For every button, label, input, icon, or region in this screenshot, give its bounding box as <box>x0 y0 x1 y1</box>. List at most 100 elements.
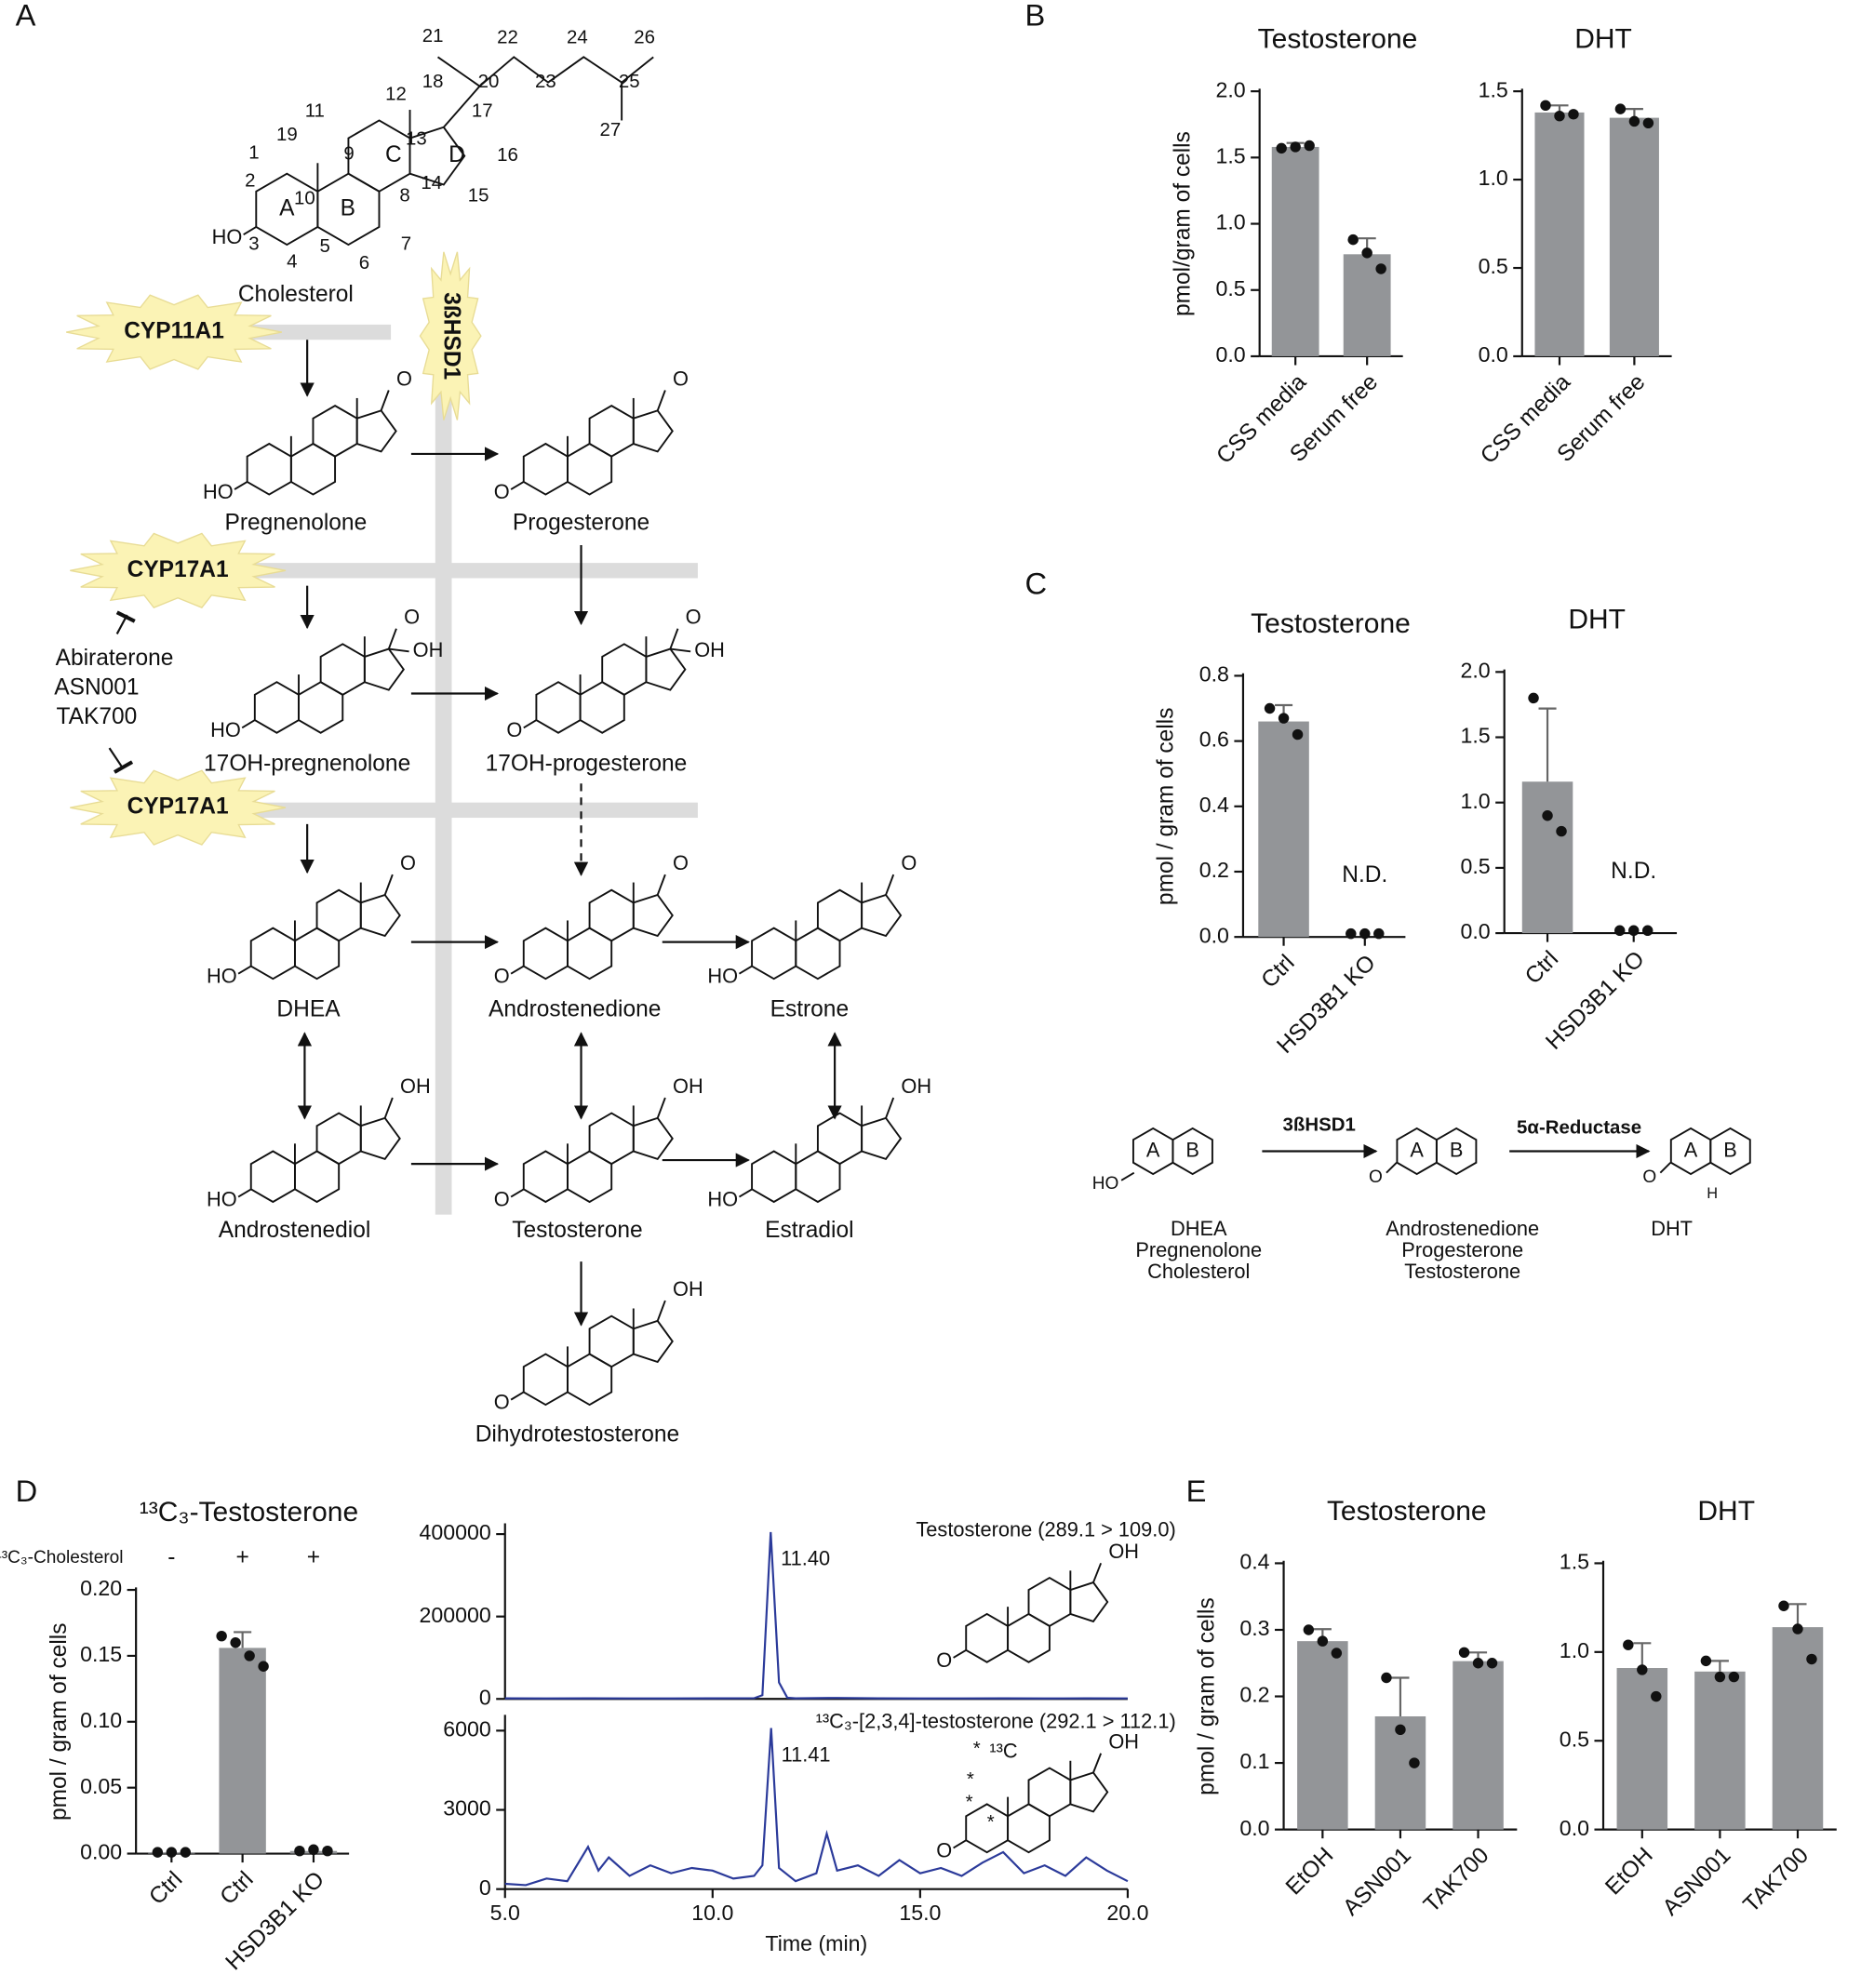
enzyme-bar <box>241 324 392 340</box>
compound-name: Testosterone <box>512 1218 642 1243</box>
y-tick-label: 0.0 <box>1199 923 1229 947</box>
data-point <box>1637 1664 1648 1675</box>
atom-label: O <box>506 718 522 741</box>
substrate: DHT <box>1651 1217 1693 1240</box>
data-point <box>1303 1624 1315 1635</box>
data-point <box>1290 141 1301 153</box>
ring <box>522 1150 569 1204</box>
atom-label: O <box>494 965 510 988</box>
atom-label: O <box>396 367 412 390</box>
atom-label: HO <box>212 225 243 248</box>
y-tick-label: 1.0 <box>1461 789 1491 813</box>
data-point <box>1542 810 1553 821</box>
bond <box>953 1648 967 1659</box>
isotope-label: ¹³C <box>989 1739 1017 1762</box>
atom-label: HO <box>207 1187 237 1210</box>
chart-title: DHT <box>1574 24 1632 55</box>
data-point <box>1292 728 1304 740</box>
ring-label: B <box>341 195 355 220</box>
carbon-number: 12 <box>385 84 407 105</box>
data-point <box>1395 1724 1406 1736</box>
atom-label: O <box>936 1648 952 1672</box>
atom-label: HO <box>707 965 738 988</box>
x-tick-label: Ctrl <box>1520 946 1563 989</box>
ring <box>1709 1127 1751 1176</box>
panel-label: A <box>16 0 36 33</box>
atom-label: O <box>901 851 917 874</box>
carbon-number: 19 <box>276 124 298 145</box>
bond <box>383 1097 394 1119</box>
bond <box>1092 1753 1103 1773</box>
y-tick-label: 0.5 <box>1479 254 1508 278</box>
atom-label: OH <box>1108 1540 1139 1563</box>
enzyme-label: CYP11A1 <box>124 319 224 344</box>
y-tick-label: 0.2 <box>1199 858 1229 882</box>
carbon-number: 24 <box>567 26 588 47</box>
carbon-number: 14 <box>421 172 442 193</box>
atom-label: O <box>404 606 420 629</box>
ring <box>816 888 864 942</box>
bond <box>241 719 256 729</box>
atom-label: HO <box>210 718 241 741</box>
ring <box>632 1116 674 1161</box>
x-axis-label: Time (min) <box>765 1931 867 1955</box>
data-point <box>1276 142 1287 154</box>
carbon-number: 18 <box>422 71 444 92</box>
ring <box>319 643 366 696</box>
data-point <box>322 1845 333 1857</box>
ring <box>293 1150 341 1204</box>
isotope-star: * <box>987 1811 995 1833</box>
ring-label: A <box>1146 1138 1160 1161</box>
carbon-number: 15 <box>468 185 489 207</box>
x-tick-label: 10.0 <box>691 1901 733 1925</box>
value-label: N.D. <box>1342 862 1387 887</box>
y-axis-label: pmol / gram of cells <box>1154 708 1179 906</box>
x-tick-label: 20.0 <box>1106 1901 1148 1925</box>
x-tick-label: ASN001 <box>1338 1843 1416 1921</box>
y-tick-label: 1.5 <box>1479 77 1508 101</box>
ring <box>588 1314 635 1368</box>
ring <box>588 405 635 458</box>
y-tick-label: 0.0 <box>1215 342 1245 367</box>
ring-label: C <box>385 142 402 167</box>
ring-label: A <box>1410 1138 1424 1161</box>
y-tick-label: 0.4 <box>1239 1550 1269 1574</box>
atom-label: O <box>494 1187 510 1210</box>
inhibition <box>108 747 124 768</box>
enzyme-label: CYP17A1 <box>127 557 229 582</box>
ring <box>408 126 466 186</box>
carbon-number: 6 <box>359 252 369 274</box>
data-point <box>1700 1655 1712 1667</box>
bar <box>219 1648 266 1854</box>
substrate: Testosterone <box>1404 1260 1520 1283</box>
data-point <box>1381 1672 1392 1684</box>
data-point <box>1627 925 1640 936</box>
atom-label: O <box>494 480 510 503</box>
bond <box>656 390 666 411</box>
x-tick-label: EtOH <box>1281 1843 1338 1900</box>
ring <box>359 893 401 938</box>
bond <box>387 628 397 649</box>
panel-label: D <box>16 1474 38 1508</box>
atom-label: HO <box>1092 1174 1119 1194</box>
data-point <box>1778 1600 1789 1611</box>
carbon-number: 11 <box>305 100 325 121</box>
enzyme-bar <box>241 802 698 819</box>
row-value: + <box>307 1544 320 1569</box>
atom-label: H <box>1707 1185 1718 1202</box>
ring <box>567 442 613 496</box>
compound-name: 17OH-progesterone <box>486 751 688 776</box>
data-point <box>1792 1623 1803 1634</box>
data-point <box>308 1844 319 1856</box>
row-value: - <box>167 1544 175 1569</box>
data-point <box>216 1630 227 1642</box>
data-point <box>1641 925 1653 936</box>
ring <box>355 409 397 453</box>
data-point <box>1375 263 1386 274</box>
carbon-number: 21 <box>422 25 444 47</box>
chart-title: DHT <box>1697 1496 1755 1527</box>
carbon-number: 5 <box>320 235 330 257</box>
atom-label: O <box>673 851 689 874</box>
ring <box>298 681 344 734</box>
data-point <box>1651 1690 1662 1702</box>
